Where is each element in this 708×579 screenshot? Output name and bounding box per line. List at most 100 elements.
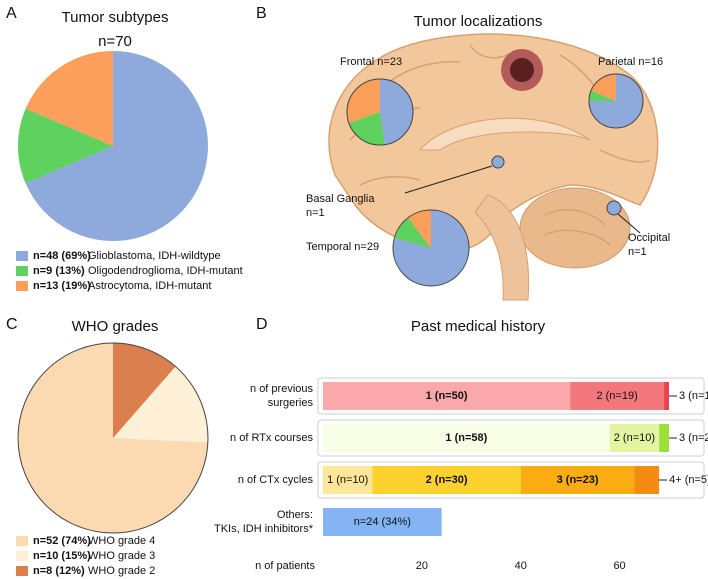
pie-slice [380,79,413,145]
category-label: n of CTx cycles [238,474,314,486]
bar-segment [634,466,660,494]
pie-slice [393,210,470,286]
segment-label: 1 (n=10) [327,474,368,486]
legend-value-label: n=48 (69%) [33,250,91,262]
leader-line [617,213,641,234]
pie-slice [113,366,208,443]
legend-label: Astrocytoma, IDH-mutant [88,280,211,292]
legend-label: WHO grade 3 [88,550,155,562]
chart-title: Tumor subtypes [62,9,169,26]
pie-outline [491,155,505,169]
bar-segment [664,382,669,410]
panel-label: A [6,5,17,22]
legend-swatch [16,281,28,291]
location-label: Basal Ganglia n=1 [306,193,375,219]
segment-label: 3 (n=1) [679,390,708,402]
pie-outline [17,342,209,534]
category-label-line: n of previous [250,383,313,395]
segment-label: 4+ (n=5) [669,474,708,486]
pie-slice [589,90,616,101]
pie-slice [113,343,176,438]
leader-line [404,165,493,194]
location-label-line: Basal Ganglia [306,193,375,205]
pie-slice [607,201,621,215]
segment-label: 2 (n=19) [596,390,637,402]
bar-segment [323,382,571,410]
row-frame [317,377,705,415]
segment-label: 3 (n=2) [679,432,708,444]
pie-slice [17,343,208,533]
legend-label: WHO grade 4 [88,535,155,547]
pie-slice [25,51,208,242]
chart-subtitle: n=70 [98,33,132,50]
row-frame [317,461,705,499]
segment-label: 1 (n=58) [445,432,487,444]
location-label-line: Parietal n=16 [598,56,663,68]
legend-swatch [16,251,28,261]
bar-segment [323,508,442,536]
chart-title: WHO grades [72,318,159,335]
pie-outline [392,209,470,287]
pie-slice [591,74,616,101]
category-label-line: surgeries [268,397,314,409]
x-tick-label: 20 [416,560,428,572]
legend-swatch [16,566,28,576]
legend-value-label: n=9 (13%) [33,265,85,277]
bar-segment [323,424,610,452]
segment-label: 1 (n=50) [426,390,468,402]
pie-outline [346,78,414,146]
legend-swatch [16,536,28,546]
bar-segment [323,466,373,494]
bar-segment [520,466,635,494]
legend-value-label: n=8 (12%) [33,565,85,577]
location-label-line: Frontal n=23 [340,56,402,68]
legend-label: WHO grade 2 [88,565,155,577]
location-label-line: Occipital [628,232,670,244]
category-label-line: n of RTx courses [230,432,313,444]
legend-swatch [16,551,28,561]
legend-label: Oligodendroglioma, IDH-mutant [88,265,243,277]
location-label: Temporal n=29 [306,241,379,253]
segment-label: 3 (n=23) [557,474,599,486]
location-label-line: Temporal n=29 [306,241,379,253]
legend-swatch [16,266,28,276]
legend-value-label: n=10 (15%) [33,550,91,562]
location-label: Occipital n=1 [628,232,670,258]
location-label: Parietal n=16 [598,56,663,68]
pie-slice [492,156,504,168]
pie-slice [17,108,113,184]
pie-slice [408,209,431,248]
legend-value-label: n=13 (19%) [33,280,91,292]
category-label: Others: TKIs, IDH inhibitors* [214,509,314,535]
panel-label: D [256,316,268,333]
brain-illustration [328,33,659,301]
bar-segment [609,424,660,452]
pie-outline [588,73,644,129]
location-label-line: n=1 [628,246,647,258]
category-label-line: Others: [277,509,313,521]
segment-label: 2 (n=10) [614,432,655,444]
category-label: n of previous surgeries [250,383,313,409]
panel-label: C [6,316,18,333]
row-frame [317,419,705,457]
category-label-line: n of CTx cycles [238,474,314,486]
category-label: n of RTx courses [230,432,313,444]
location-label: Frontal n=23 [340,56,402,68]
x-axis-label: n of patients [255,560,315,572]
bar-segment [570,382,665,410]
pie-slice [394,217,431,248]
pie-slice [25,51,113,146]
legend-value-label: n=52 (74%) [33,535,91,547]
bar-segment [659,424,669,452]
segment-label: 2 (n=30) [426,474,468,486]
pie-outline [606,200,622,216]
panel-label: B [256,5,267,22]
x-tick-label: 40 [515,560,527,572]
pie-slice [347,79,380,124]
chart-title: Tumor localizations [414,13,543,30]
segment-label: n=24 (34%) [354,516,411,528]
chart-title: Past medical history [411,318,546,335]
category-label-line: TKIs, IDH inhibitors* [214,523,314,535]
legend-label: Glioblastoma, IDH-wildtype [88,250,221,262]
